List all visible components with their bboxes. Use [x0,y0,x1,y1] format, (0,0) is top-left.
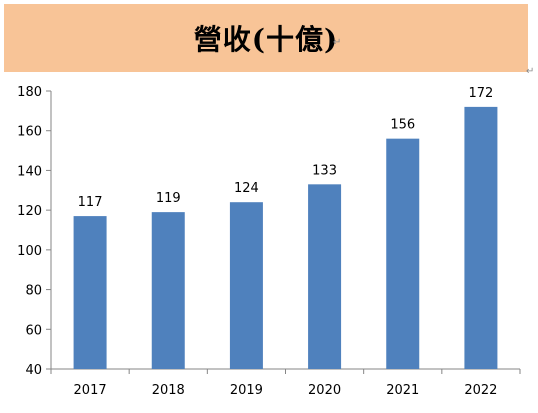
title-paragraph-mark: ↵ [333,37,342,48]
y-tick-label-180: 180 [17,85,42,100]
data-label-2022: 172 [469,86,494,101]
x-tick-label-2020: 2020 [308,383,341,398]
data-label-2018: 119 [156,191,181,206]
x-tick-label-2017: 2017 [74,383,107,398]
bar-2020 [308,184,342,369]
y-tick-label-40: 40 [25,363,42,378]
bar-2019 [229,202,263,369]
data-label-2017: 117 [78,195,103,210]
chart-title: 營收(十億) [193,23,339,56]
data-label-2021: 156 [390,118,415,133]
bar-2017 [73,216,107,369]
data-label-2019: 124 [234,181,259,196]
x-tick-label-2021: 2021 [386,383,419,398]
chart-paragraph-mark: ↵ [526,66,535,77]
data-label-2020: 133 [312,163,337,178]
bar-2022 [464,106,498,369]
x-tick-label-2022: 2022 [464,383,497,398]
y-tick-label-120: 120 [17,204,42,219]
y-tick-label-80: 80 [25,284,42,299]
y-tick-label-60: 60 [25,323,42,338]
y-tick-label-160: 160 [17,125,42,140]
x-tick-label-2019: 2019 [230,383,263,398]
title-banner: 營收(十億) [4,4,528,72]
y-tick-label-100: 100 [17,244,42,259]
x-tick-label-2018: 2018 [152,383,185,398]
y-tick-label-140: 140 [17,164,42,179]
bar-2021 [386,138,420,369]
bar-2018 [151,212,185,369]
